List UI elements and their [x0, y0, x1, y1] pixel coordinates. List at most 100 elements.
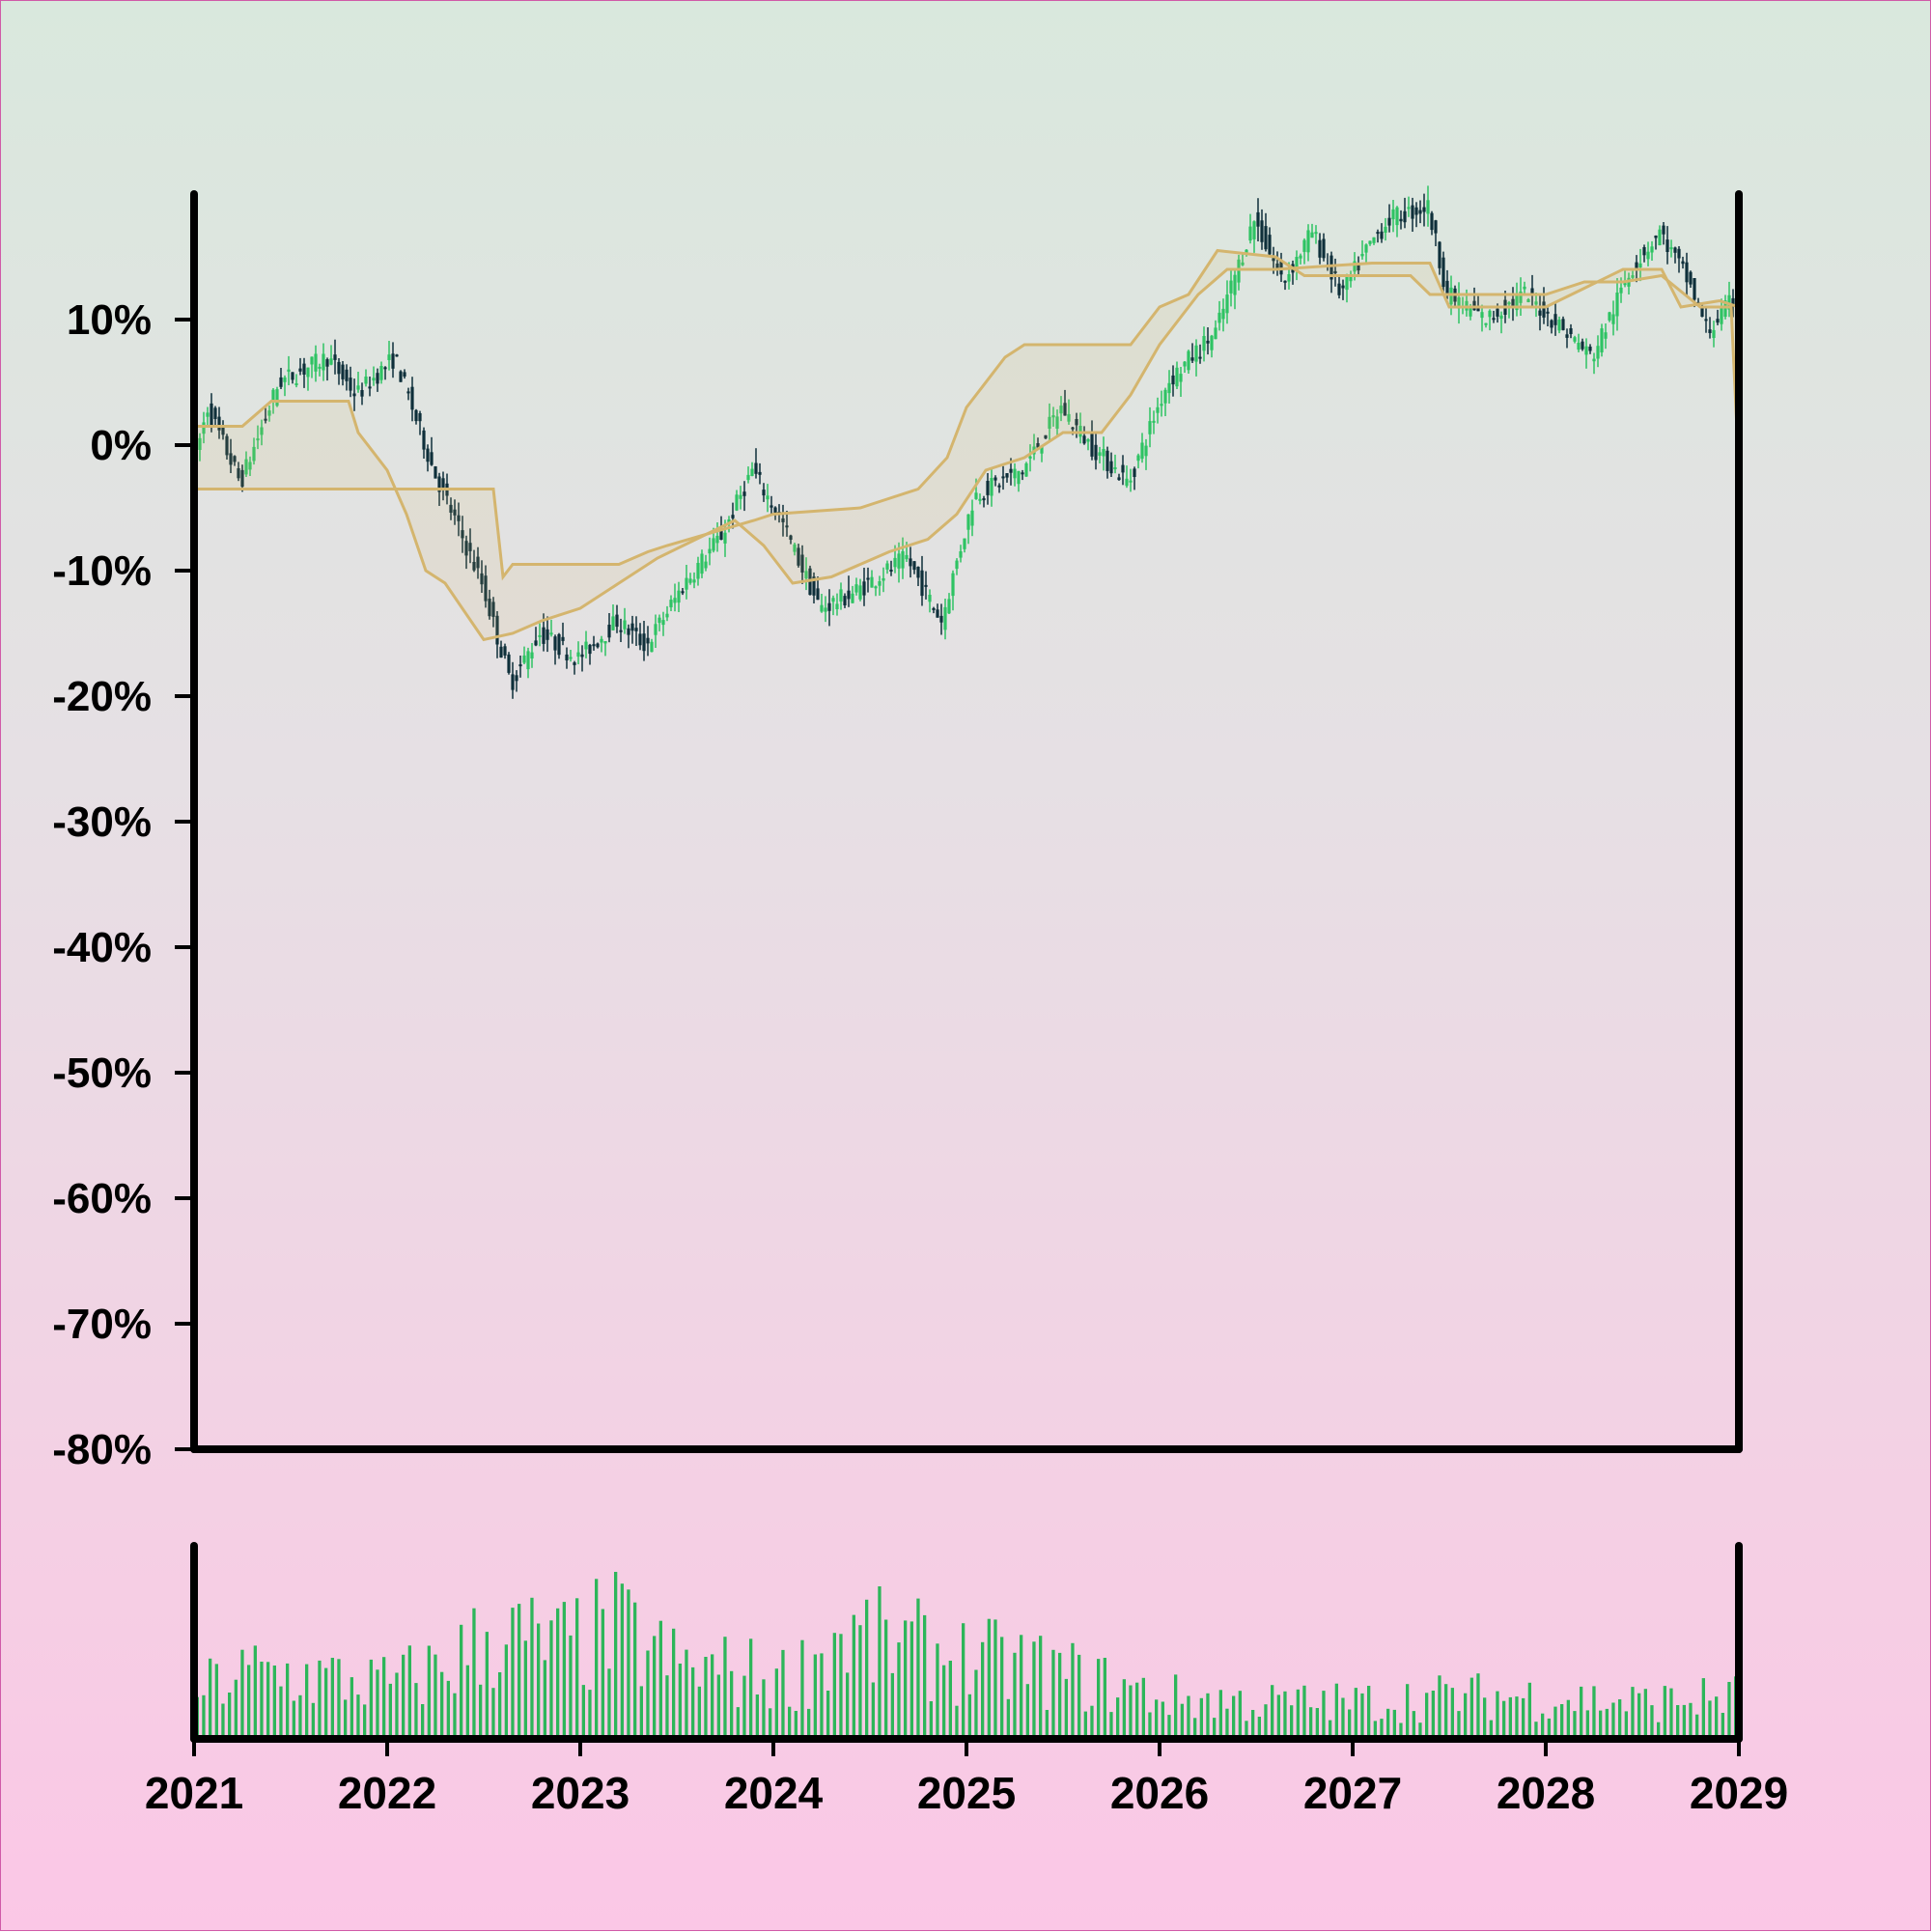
candle-body [1152, 420, 1156, 423]
candle-body [1167, 382, 1171, 394]
candle-body [1225, 294, 1229, 314]
volume-bar [916, 1598, 920, 1739]
candle-body [831, 598, 835, 602]
candle-body [1372, 237, 1376, 243]
candle-body [275, 389, 279, 406]
volume-bar [736, 1707, 740, 1739]
x-tick-label: 2021 [145, 1768, 243, 1818]
candle-body [773, 507, 777, 515]
candle-body [518, 664, 522, 667]
candle-body [1384, 226, 1387, 233]
volume-bar [1045, 1710, 1049, 1739]
volume-bar [1129, 1685, 1133, 1739]
volume-bar [755, 1694, 759, 1739]
candle-body [314, 353, 318, 372]
candle-body [596, 643, 600, 648]
candle-body [1635, 262, 1638, 269]
candle-body [202, 422, 206, 434]
volume-bar [260, 1662, 264, 1739]
volume-bar [562, 1602, 566, 1739]
x-axis-ticks: 2021 2022 2023 2024 2025 2026 2027 2028 2029 [145, 1739, 1788, 1818]
candle-body [376, 373, 379, 384]
candle-body [661, 620, 665, 626]
candle-body [1441, 257, 1445, 288]
volume-bar [1592, 1686, 1596, 1739]
candle-body [1318, 239, 1322, 258]
candle-body [352, 393, 356, 397]
volume-bar [1599, 1710, 1603, 1739]
candle-body [1179, 374, 1183, 382]
volume-bar [826, 1691, 830, 1739]
candle-body [1105, 450, 1109, 471]
volume-bar [1257, 1717, 1261, 1739]
candle-body [1144, 445, 1148, 457]
volume-bar [1213, 1718, 1217, 1739]
candle-body [650, 641, 654, 653]
candle-body [426, 448, 430, 462]
volume-bar [884, 1619, 888, 1739]
candle-body [325, 359, 329, 367]
volume-bar [1605, 1708, 1609, 1739]
candle-body [468, 543, 472, 551]
candle-body [1488, 310, 1492, 318]
candle-body [1407, 207, 1411, 210]
candle-body [1426, 200, 1430, 214]
volume-bar [253, 1645, 257, 1739]
candle-body [746, 474, 750, 481]
candle-body [758, 471, 762, 475]
volume-bar [228, 1693, 232, 1739]
candle-body [1422, 207, 1426, 212]
volume-bar [588, 1690, 592, 1739]
candle-body [1287, 274, 1291, 282]
candle-body [1731, 297, 1735, 305]
volume-bar [1013, 1652, 1017, 1739]
volume-bar [272, 1666, 276, 1739]
candle-body [1256, 211, 1260, 227]
volume-bar [1457, 1711, 1461, 1739]
volume-bar [498, 1672, 502, 1739]
volume-bar [1135, 1682, 1139, 1739]
candle-body [1021, 472, 1024, 475]
volume-bar [266, 1662, 270, 1739]
candle-body [951, 573, 955, 597]
candle-body [576, 652, 580, 658]
candle-body [457, 515, 461, 521]
candle-body [1306, 230, 1310, 253]
candle-body [1337, 283, 1341, 295]
candle-body [963, 538, 966, 549]
volume-bar [1669, 1688, 1673, 1739]
volume-bar [1315, 1708, 1319, 1739]
candle-body [797, 547, 800, 566]
volume-bar [1727, 1682, 1731, 1739]
volume-bar [1290, 1705, 1294, 1739]
candle-body [1264, 226, 1268, 250]
volume-bar [820, 1653, 824, 1739]
candle-body [399, 371, 403, 382]
volume-bar [1489, 1720, 1493, 1739]
candle-body [1283, 280, 1287, 283]
candle-body [1619, 287, 1623, 294]
candle-body [1082, 435, 1086, 444]
volume-bar [1541, 1713, 1545, 1739]
volume-bar [653, 1636, 657, 1739]
candle-body [1550, 320, 1553, 328]
volume-bar [1000, 1637, 1004, 1739]
candle-body [1090, 434, 1094, 457]
candle-body [723, 532, 727, 544]
volume-bar [402, 1654, 406, 1739]
candle-body [600, 638, 603, 643]
candle-body [1341, 285, 1345, 289]
candle-body [1611, 314, 1615, 324]
candle-body [800, 554, 804, 573]
candle-body [565, 654, 569, 660]
candle-body [924, 584, 928, 587]
x-tick-label: 2027 [1303, 1768, 1402, 1818]
candle-body [1322, 238, 1326, 259]
candle-body [422, 430, 426, 450]
volume-bar [1438, 1675, 1441, 1739]
candle-body [1040, 446, 1044, 454]
candle-body [1202, 336, 1206, 351]
volume-bar [1553, 1706, 1557, 1739]
candle-body [453, 509, 457, 516]
volume-bar [1527, 1682, 1531, 1739]
